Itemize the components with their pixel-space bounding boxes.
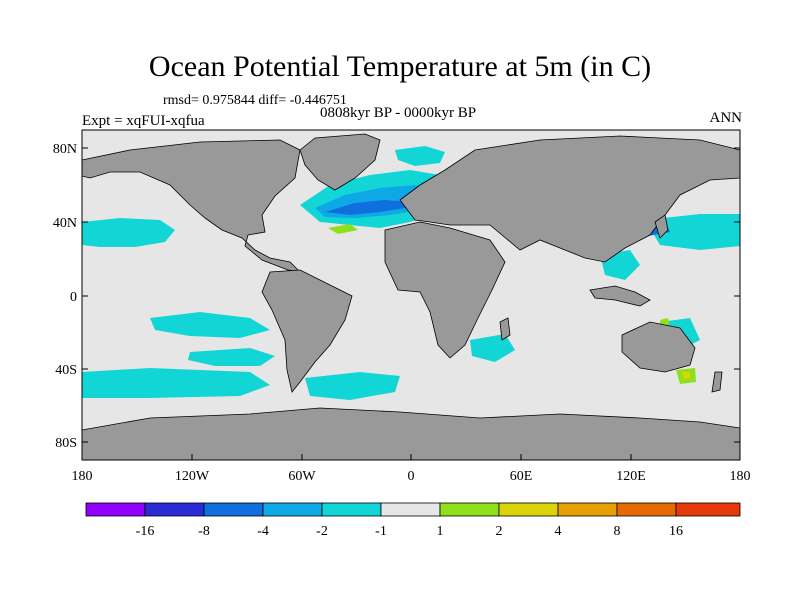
lon-label-60w: 60W bbox=[288, 469, 316, 484]
colorbar bbox=[85, 502, 741, 517]
colorbar-swatch-5 bbox=[321, 502, 382, 517]
land-greenland bbox=[299, 133, 381, 191]
land-indonesia bbox=[589, 285, 651, 307]
lon-label-60e: 60E bbox=[510, 469, 533, 484]
axis-ticks bbox=[82, 147, 740, 460]
australia-south-warm-core bbox=[682, 372, 690, 379]
land-australia bbox=[621, 321, 696, 373]
colorbar-label: 8 bbox=[614, 524, 621, 539]
southern-ocean-band-anomaly bbox=[188, 348, 275, 366]
colorbar-labels: -16 -8 -4 -2 -1 1 2 4 8 16 bbox=[136, 524, 683, 539]
colorbar-swatch-1 bbox=[85, 502, 146, 517]
colorbar-swatch-10 bbox=[616, 502, 677, 517]
land-antarctica bbox=[82, 407, 740, 460]
lat-label-40n: 40N bbox=[53, 216, 77, 231]
experiment-label: Expt = xqFUI-xqfua bbox=[82, 113, 205, 129]
colorbar-swatch-4 bbox=[262, 502, 323, 517]
colorbar-label: -8 bbox=[198, 524, 210, 539]
north-pacific-east-anomaly bbox=[645, 214, 740, 250]
colorbar-swatch-8 bbox=[498, 502, 559, 517]
lat-label-80n: 80N bbox=[53, 142, 77, 157]
land-eurasia bbox=[399, 135, 740, 263]
chart-title: Ocean Potential Temperature at 5m (in C) bbox=[148, 50, 652, 83]
colorbar-label: 2 bbox=[496, 524, 503, 539]
lon-label-180-right: 180 bbox=[730, 469, 751, 484]
subtropical-atlantic-warm-anomaly bbox=[328, 224, 358, 234]
tropical-south-pacific-anomaly bbox=[150, 312, 270, 338]
lon-label-120e: 120E bbox=[616, 469, 646, 484]
rmsd-diff-stats: rmsd= 0.975844 diff= -0.446751 bbox=[163, 93, 347, 108]
colorbar-swatch-7 bbox=[439, 502, 500, 517]
colorbar-label: 4 bbox=[555, 524, 562, 539]
nordic-seas-anomaly bbox=[395, 146, 445, 166]
lon-label-180-left: 180 bbox=[72, 469, 93, 484]
lat-label-80s: 80S bbox=[55, 436, 77, 451]
north-pacific-west-anomaly bbox=[82, 218, 175, 247]
colorbar-label: -4 bbox=[257, 524, 269, 539]
gulf-stream-strong-anomaly bbox=[325, 200, 410, 215]
colorbar-swatch-11 bbox=[675, 502, 741, 517]
season-label: ANN bbox=[709, 110, 743, 126]
lat-label-40s: 40S bbox=[55, 363, 77, 378]
lon-label-0: 0 bbox=[408, 469, 415, 484]
land-japan bbox=[654, 214, 669, 239]
land-madagascar bbox=[499, 317, 511, 341]
colorbar-swatch-6 bbox=[380, 502, 441, 517]
colorbar-label: -1 bbox=[375, 524, 387, 539]
lat-label-0: 0 bbox=[70, 290, 77, 305]
time-period: 0808kyr BP - 0000kyr BP bbox=[320, 105, 477, 121]
land-south-america bbox=[261, 269, 353, 393]
colorbar-swatch-2 bbox=[144, 502, 205, 517]
south-atlantic-anomaly bbox=[305, 372, 400, 400]
colorbar-label: 16 bbox=[669, 524, 683, 539]
colorbar-label: 1 bbox=[437, 524, 444, 539]
land-africa bbox=[384, 221, 506, 359]
colorbar-label: -16 bbox=[136, 524, 155, 539]
land-masses bbox=[82, 133, 740, 460]
colorbar-swatch-9 bbox=[557, 502, 618, 517]
south-pacific-high-lat-anomaly bbox=[82, 368, 270, 398]
colorbar-swatch-3 bbox=[203, 502, 264, 517]
colorbar-label: -2 bbox=[316, 524, 328, 539]
lon-label-120w: 120W bbox=[175, 469, 210, 484]
indian-ocean-anomaly bbox=[470, 334, 515, 362]
land-new-zealand bbox=[711, 371, 723, 393]
